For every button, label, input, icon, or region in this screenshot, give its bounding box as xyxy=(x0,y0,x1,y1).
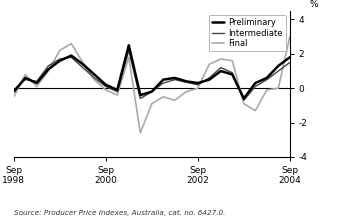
Final xyxy=(35,82,39,84)
Intermediate xyxy=(196,83,200,86)
Line: Intermediate: Intermediate xyxy=(14,50,290,100)
Intermediate xyxy=(104,85,108,88)
Final xyxy=(58,60,62,62)
Final xyxy=(46,68,50,71)
Intermediate xyxy=(58,58,62,60)
Final xyxy=(161,78,165,81)
Final xyxy=(92,73,96,76)
Line: Preliminary: Preliminary xyxy=(14,37,290,133)
Preliminary xyxy=(127,56,131,59)
Preliminary xyxy=(58,49,62,52)
Intermediate xyxy=(127,49,131,52)
Intermediate xyxy=(242,99,246,102)
Intermediate xyxy=(92,77,96,79)
Final xyxy=(69,54,73,57)
Final xyxy=(173,77,177,79)
Text: Source: Producer Price Indexes, Australia, cat. no. 6427.0.: Source: Producer Price Indexes, Australi… xyxy=(14,210,225,216)
Final xyxy=(219,70,223,72)
Preliminary xyxy=(288,35,292,38)
Intermediate xyxy=(46,65,50,67)
Preliminary xyxy=(35,85,39,88)
Intermediate xyxy=(23,78,27,81)
Intermediate xyxy=(173,78,177,81)
Intermediate xyxy=(35,80,39,83)
Legend: Preliminary, Intermediate, Final: Preliminary, Intermediate, Final xyxy=(209,15,286,51)
Preliminary xyxy=(253,109,257,112)
Preliminary xyxy=(276,87,280,90)
Preliminary xyxy=(230,60,234,62)
Intermediate xyxy=(230,72,234,74)
Preliminary xyxy=(12,95,16,98)
Text: %: % xyxy=(309,0,318,9)
Preliminary xyxy=(81,61,85,64)
Preliminary xyxy=(23,73,27,76)
Final xyxy=(184,80,188,83)
Final xyxy=(81,63,85,65)
Final xyxy=(150,90,154,93)
Final xyxy=(276,65,280,67)
Preliminary xyxy=(161,95,165,98)
Intermediate xyxy=(69,56,73,59)
Preliminary xyxy=(92,78,96,81)
Final xyxy=(138,94,142,96)
Preliminary xyxy=(69,42,73,45)
Preliminary xyxy=(46,70,50,72)
Intermediate xyxy=(207,77,211,79)
Final xyxy=(288,56,292,59)
Final xyxy=(230,73,234,76)
Intermediate xyxy=(253,85,257,88)
Line: Final: Final xyxy=(14,45,290,99)
Intermediate xyxy=(115,90,119,93)
Final xyxy=(115,89,119,91)
Intermediate xyxy=(138,97,142,100)
Preliminary xyxy=(104,89,108,91)
Preliminary xyxy=(265,89,269,91)
Preliminary xyxy=(150,102,154,105)
Preliminary xyxy=(242,102,246,105)
Preliminary xyxy=(219,58,223,60)
Preliminary xyxy=(207,63,211,65)
Intermediate xyxy=(150,90,154,93)
Preliminary xyxy=(196,87,200,90)
Preliminary xyxy=(173,99,177,102)
Final xyxy=(104,83,108,86)
Intermediate xyxy=(219,66,223,69)
Intermediate xyxy=(12,89,16,91)
Final xyxy=(242,97,246,100)
Final xyxy=(253,82,257,84)
Intermediate xyxy=(288,61,292,64)
Final xyxy=(196,82,200,84)
Intermediate xyxy=(276,70,280,72)
Intermediate xyxy=(184,81,188,83)
Final xyxy=(265,77,269,79)
Intermediate xyxy=(81,66,85,69)
Intermediate xyxy=(265,78,269,81)
Preliminary xyxy=(184,90,188,93)
Final xyxy=(207,78,211,81)
Preliminary xyxy=(115,94,119,96)
Preliminary xyxy=(138,132,142,134)
Intermediate xyxy=(161,82,165,84)
Final xyxy=(23,77,27,79)
Final xyxy=(127,44,131,47)
Final xyxy=(12,90,16,93)
